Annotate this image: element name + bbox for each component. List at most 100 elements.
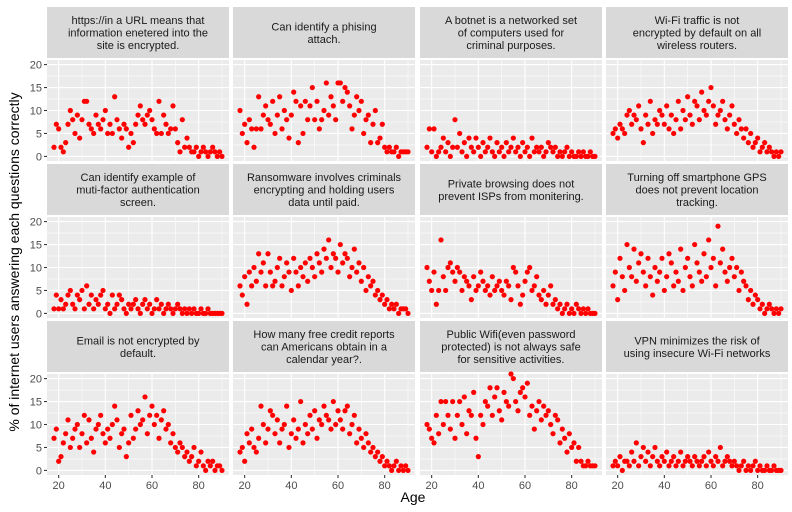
data-point <box>147 412 153 418</box>
data-point <box>112 403 118 409</box>
data-point <box>701 454 707 460</box>
data-point <box>762 467 768 474</box>
data-point <box>550 301 556 307</box>
data-point <box>72 306 78 312</box>
data-point <box>246 440 252 446</box>
data-point <box>163 306 169 312</box>
data-point <box>736 287 742 294</box>
facet-strip <box>233 164 415 215</box>
data-point <box>708 264 714 271</box>
data-point <box>347 431 353 437</box>
data-point <box>647 463 653 469</box>
data-point <box>130 140 136 146</box>
data-point <box>123 454 129 460</box>
data-point <box>265 251 271 257</box>
data-point <box>382 144 388 150</box>
data-point <box>685 255 691 261</box>
data-point <box>555 153 561 160</box>
data-point <box>524 269 530 275</box>
data-point <box>706 98 712 104</box>
data-point <box>274 112 280 118</box>
data-point <box>84 440 90 446</box>
data-point <box>391 306 397 312</box>
data-point <box>67 287 73 294</box>
data-point <box>440 274 446 280</box>
data-point <box>314 435 320 441</box>
data-point <box>242 458 248 464</box>
data-point <box>694 103 700 109</box>
data-point <box>429 287 435 294</box>
data-point <box>286 269 292 275</box>
data-point <box>769 467 775 474</box>
data-point <box>177 440 183 446</box>
data-point <box>284 403 290 409</box>
data-point <box>109 130 115 137</box>
data-point <box>368 140 374 146</box>
data-point <box>198 306 204 312</box>
data-point <box>652 117 658 123</box>
data-point <box>112 306 118 312</box>
data-point <box>699 278 705 284</box>
data-point <box>60 306 66 312</box>
data-point <box>119 297 125 303</box>
y-tick-label: 0 <box>36 151 42 163</box>
data-point <box>501 389 507 395</box>
data-point <box>77 444 83 451</box>
data-point <box>165 421 171 428</box>
data-point <box>452 435 458 441</box>
data-point <box>587 149 593 155</box>
data-point <box>722 117 728 123</box>
data-point <box>729 463 735 469</box>
data-point <box>424 144 430 150</box>
data-point <box>431 126 437 132</box>
facet-title-line: encrypted by default on all <box>633 28 761 40</box>
data-point <box>689 463 695 469</box>
data-point <box>433 153 439 160</box>
data-point <box>692 454 698 460</box>
data-point <box>715 112 721 118</box>
y-tick-label: 0 <box>36 308 42 320</box>
facet-strip <box>233 7 415 58</box>
data-point <box>291 417 297 423</box>
data-point <box>464 431 470 437</box>
data-point <box>750 463 756 469</box>
data-point <box>722 269 728 275</box>
y-axis-title: % of internet users answering each quest… <box>6 92 22 431</box>
data-point <box>657 107 663 114</box>
data-point <box>207 149 213 155</box>
data-point <box>629 121 635 127</box>
data-point <box>538 144 544 150</box>
data-point <box>612 458 618 464</box>
data-point <box>717 444 723 451</box>
data-point <box>67 107 73 114</box>
data-point <box>748 467 754 474</box>
facet-title-line: information enetered into the <box>68 28 208 40</box>
data-point <box>545 292 551 298</box>
data-point <box>305 117 311 123</box>
data-point <box>149 310 155 317</box>
data-point <box>128 306 134 312</box>
data-point <box>757 306 763 312</box>
data-point <box>135 112 141 118</box>
data-point <box>70 301 76 307</box>
data-point <box>680 463 686 469</box>
data-point <box>219 153 225 160</box>
data-point <box>128 130 134 137</box>
data-point <box>687 274 693 280</box>
data-point <box>473 287 479 294</box>
data-point <box>295 426 301 432</box>
data-point <box>652 264 658 271</box>
data-point <box>377 135 383 141</box>
data-point <box>149 117 155 123</box>
x-tick-label: 80 <box>193 480 205 492</box>
data-point <box>499 417 505 423</box>
data-point <box>457 269 463 275</box>
data-point <box>713 121 719 127</box>
data-point <box>342 84 348 91</box>
data-point <box>95 301 101 307</box>
data-point <box>370 444 376 451</box>
data-point <box>510 135 516 141</box>
data-point <box>454 264 460 271</box>
x-tick-label: 80 <box>752 480 764 492</box>
